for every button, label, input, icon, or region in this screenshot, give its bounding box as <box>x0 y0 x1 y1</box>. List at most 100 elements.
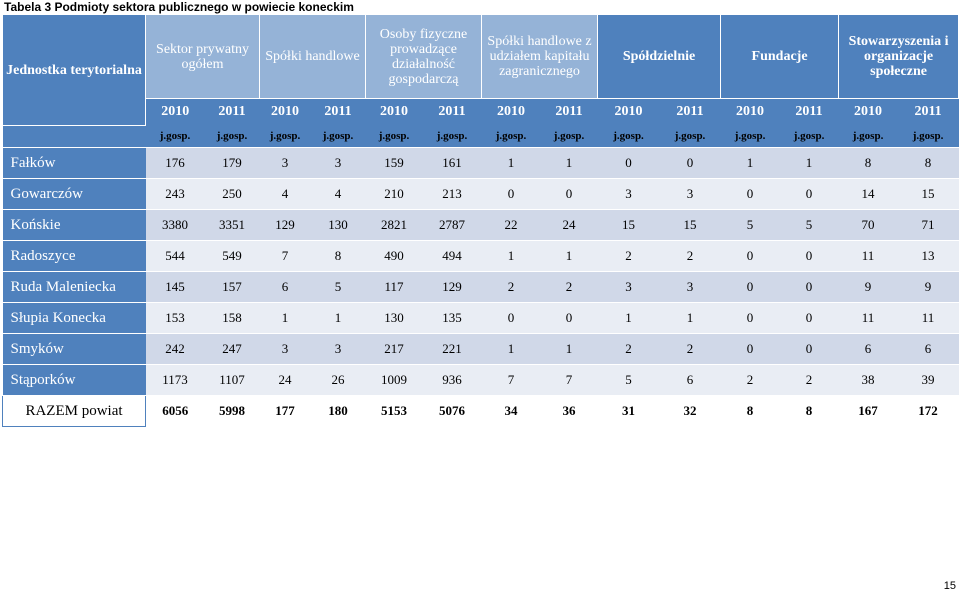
cell-value: 6 <box>897 333 959 365</box>
cell-value: 24 <box>259 364 311 396</box>
table-row: Stąporków 1173 1107 24 26 1009 936 7 7 5 6 2 2 38 39 <box>2 364 959 396</box>
cell-value: 3351 <box>204 209 260 241</box>
table-row: Smyków 242 247 3 3 217 221 1 1 2 2 0 0 6 6 <box>2 333 959 365</box>
year-header: 2010 <box>145 98 205 126</box>
cell-value: 172 <box>897 395 959 427</box>
table-row: Ruda Maleniecka 145 157 6 5 117 129 2 2 3 3 0 0 9 9 <box>2 271 959 303</box>
cell-value: 2 <box>659 333 721 365</box>
cell-value: 2 <box>597 333 660 365</box>
cell-value: 158 <box>204 302 260 334</box>
header-fundacje: Fundacje <box>720 14 840 99</box>
cell-value: 5998 <box>204 395 260 427</box>
cell-value: 3 <box>597 178 660 210</box>
cell-value: 494 <box>422 240 482 272</box>
cell-value: 3 <box>597 271 660 303</box>
cell-value: 3 <box>259 147 311 179</box>
unit-header: j.gosp. <box>422 125 482 148</box>
table-caption: Tabela 3 Podmioty sektora publicznego w … <box>4 0 354 14</box>
table-row: Radoszyce 544 549 7 8 490 494 1 1 2 2 0 0 11 13 <box>2 240 959 272</box>
cell-value: 549 <box>204 240 260 272</box>
cell-value: 5 <box>720 209 780 241</box>
header-sektor: Sektor prywatny ogółem <box>144 14 261 99</box>
unit-header: j.gosp. <box>310 125 366 148</box>
cell-value: 7 <box>259 240 311 272</box>
cell-value: 177 <box>259 395 311 427</box>
cell-value: 0 <box>540 302 598 334</box>
cell-value: 6 <box>838 333 898 365</box>
cell-value: 5 <box>310 271 366 303</box>
unit-header: j.gosp. <box>481 125 541 148</box>
cell-value: 3 <box>310 147 366 179</box>
cell-value: 130 <box>310 209 366 241</box>
cell-value: 7 <box>540 364 598 396</box>
cell-value: 145 <box>145 271 205 303</box>
cell-value: 247 <box>204 333 260 365</box>
unit-header: j.gosp. <box>259 125 311 148</box>
cell-value: 39 <box>897 364 959 396</box>
row-name: Stąporków <box>2 364 146 396</box>
cell-value: 180 <box>310 395 366 427</box>
cell-value: 5076 <box>422 395 482 427</box>
cell-value: 36 <box>540 395 598 427</box>
cell-value: 24 <box>540 209 598 241</box>
cell-value: 1 <box>720 147 780 179</box>
cell-value: 8 <box>310 240 366 272</box>
cell-value: 34 <box>481 395 541 427</box>
year-header: 2010 <box>365 98 423 126</box>
cell-value: 242 <box>145 333 205 365</box>
cell-value: 8 <box>838 147 898 179</box>
cell-value: 2 <box>597 240 660 272</box>
unit-header: j.gosp. <box>838 125 898 148</box>
year-header: 2010 <box>481 98 541 126</box>
cell-value: 1173 <box>145 364 205 396</box>
cell-value: 243 <box>145 178 205 210</box>
cell-value: 31 <box>597 395 660 427</box>
table-body: Fałków 176 179 3 3 159 161 1 1 0 0 1 1 8 8 Gowarczów 243… <box>2 147 959 427</box>
cell-value: 9 <box>897 271 959 303</box>
cell-value: 1 <box>310 302 366 334</box>
cell-value: 1 <box>597 302 660 334</box>
cell-value: 5 <box>779 209 839 241</box>
cell-value: 544 <box>145 240 205 272</box>
cell-value: 1 <box>779 147 839 179</box>
cell-value: 135 <box>422 302 482 334</box>
page-number: 15 <box>943 580 956 592</box>
row-name: Gowarczów <box>2 178 146 210</box>
cell-value: 2 <box>481 271 541 303</box>
cell-value: 1 <box>481 333 541 365</box>
cell-value: 4 <box>310 178 366 210</box>
cell-value: 0 <box>597 147 660 179</box>
cell-value: 0 <box>720 333 780 365</box>
unit-header: j.gosp. <box>540 125 598 148</box>
row-name: Słupia Konecka <box>2 302 146 334</box>
cell-value: 2 <box>540 271 598 303</box>
cell-value: 11 <box>897 302 959 334</box>
cell-value: 0 <box>779 302 839 334</box>
year-header: 2011 <box>659 98 721 126</box>
cell-value: 0 <box>720 240 780 272</box>
cell-value: 1 <box>481 240 541 272</box>
public-sector-table: Jednostka terytorialna Sektor prywatny o… <box>2 14 960 427</box>
year-header: 2011 <box>779 98 839 126</box>
unit-header: j.gosp. <box>659 125 721 148</box>
year-header: 2010 <box>720 98 780 126</box>
cell-value: 11 <box>838 240 898 272</box>
cell-value: 210 <box>365 178 423 210</box>
cell-value: 6 <box>259 271 311 303</box>
cell-value: 161 <box>422 147 482 179</box>
cell-value: 0 <box>779 178 839 210</box>
cell-value: 179 <box>204 147 260 179</box>
cell-value: 250 <box>204 178 260 210</box>
year-header: 2010 <box>838 98 898 126</box>
cell-value: 1 <box>540 147 598 179</box>
cell-value: 0 <box>481 302 541 334</box>
year-header: 2011 <box>310 98 366 126</box>
year-header: 2011 <box>204 98 260 126</box>
cell-value: 8 <box>897 147 959 179</box>
cell-value: 153 <box>145 302 205 334</box>
cell-value: 936 <box>422 364 482 396</box>
unit-header: j.gosp. <box>597 125 660 148</box>
row-name: Końskie <box>2 209 146 241</box>
cell-value: 167 <box>838 395 898 427</box>
header-jednostka: Jednostka terytorialna <box>2 14 146 126</box>
